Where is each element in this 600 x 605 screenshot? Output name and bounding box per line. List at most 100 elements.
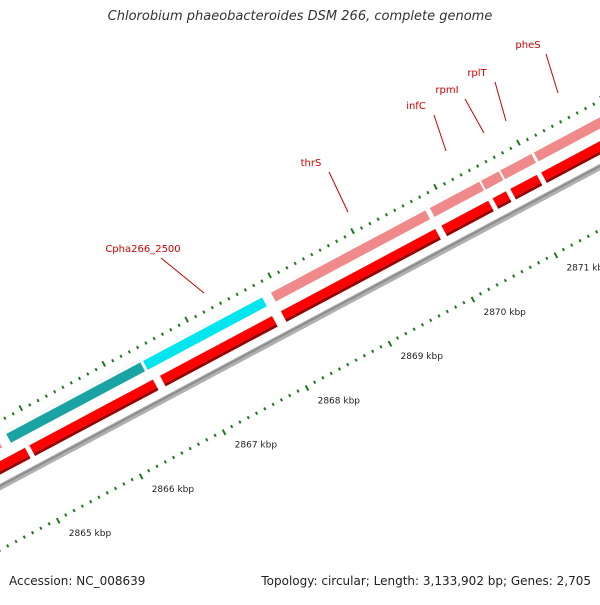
upper-minor-tick (170, 328, 171, 331)
kbp-major-tick (389, 341, 392, 346)
kbp-minor-tick (148, 469, 149, 472)
kbp-minor-tick (380, 346, 381, 349)
upper-minor-tick (469, 169, 470, 172)
kbp-minor-tick (289, 394, 290, 397)
kbp-minor-tick (231, 425, 232, 428)
kbp-minor-tick (123, 483, 124, 486)
kbp-minor-tick (339, 368, 340, 371)
genome-title: Chlorobium phaeobacteroides DSM 266, com… (0, 9, 600, 24)
kbp-minor-tick (272, 403, 273, 406)
kbp-minor-tick (364, 354, 365, 357)
kbp-minor-tick (107, 492, 108, 495)
upper-minor-tick (228, 297, 229, 300)
upper-major-tick (351, 228, 354, 233)
kbp-minor-tick (239, 421, 240, 424)
kbp-minor-tick (40, 527, 41, 530)
kbp-minor-tick (297, 390, 298, 393)
upper-minor-tick (319, 249, 320, 252)
kbp-minor-tick (165, 461, 166, 464)
kbp-minor-tick (463, 301, 464, 304)
upper-minor-tick (361, 227, 362, 230)
kbp-minor-tick (480, 292, 481, 295)
upper-minor-tick (419, 196, 420, 199)
upper-minor-tick (552, 125, 553, 128)
gene-label-thrS: thrS (301, 158, 322, 169)
gene-label-rpmI: rpmI (435, 85, 458, 96)
kbp-minor-tick (438, 315, 439, 318)
upper-major-tick (185, 317, 188, 322)
upper-major-tick (434, 184, 437, 189)
kbp-tick-label: 2866 kbp (152, 485, 195, 495)
kbp-minor-tick (521, 270, 522, 273)
gene-label-Cpha266_2500: Cpha266_2500 (105, 244, 180, 255)
upper-minor-tick (195, 315, 196, 318)
kbp-minor-tick (98, 496, 99, 499)
gene-label-leader (465, 99, 484, 133)
kbp-minor-tick (596, 231, 597, 234)
upper-minor-tick (145, 342, 146, 345)
upper-minor-tick (452, 178, 453, 181)
gene-c-reverse-shadow (164, 324, 277, 386)
kbp-minor-tick (214, 434, 215, 437)
gene-b-reverse-shadow (34, 387, 159, 456)
upper-minor-tick (568, 116, 569, 119)
upper-minor-tick (502, 151, 503, 154)
upper-minor-tick (261, 280, 262, 283)
upper-minor-tick (402, 205, 403, 208)
kbp-minor-tick (413, 328, 414, 331)
upper-minor-tick (95, 368, 96, 371)
gene-label-leader (546, 54, 558, 93)
kbp-minor-tick (198, 443, 199, 446)
gene-label-rplT: rplT (467, 68, 487, 79)
upper-minor-tick (494, 156, 495, 159)
upper-minor-tick (411, 200, 412, 203)
kbp-minor-tick (330, 372, 331, 375)
gene-label-pheS: pheS (515, 40, 540, 51)
upper-minor-tick (477, 165, 478, 168)
kbp-minor-tick (538, 261, 539, 264)
upper-minor-tick (87, 373, 88, 376)
upper-minor-tick (245, 289, 246, 292)
kbp-minor-tick (588, 235, 589, 238)
upper-major-tick (19, 405, 22, 410)
upper-minor-tick (4, 417, 5, 420)
kbp-minor-tick (397, 337, 398, 340)
upper-minor-tick (303, 258, 304, 261)
kbp-minor-tick (48, 522, 49, 525)
upper-minor-tick (336, 240, 337, 243)
upper-minor-tick (427, 191, 428, 194)
kbp-minor-tick (447, 310, 448, 313)
gene-label-infC: infC (406, 101, 426, 112)
kbp-minor-tick (496, 284, 497, 287)
upper-major-tick (102, 361, 105, 366)
kbp-major-tick (306, 385, 309, 390)
kbp-minor-tick (173, 456, 174, 459)
kbp-minor-tick (422, 323, 423, 326)
kbp-tick-label: 2871 kbp (566, 264, 600, 274)
gene-label-leader (434, 115, 446, 151)
upper-major-tick (268, 273, 271, 278)
upper-minor-tick (253, 284, 254, 287)
upper-minor-tick (560, 121, 561, 124)
upper-minor-tick (510, 147, 511, 150)
upper-minor-tick (112, 359, 113, 362)
upper-major-tick (517, 140, 520, 145)
kbp-major-tick (554, 253, 557, 258)
kbp-minor-tick (571, 244, 572, 247)
genome-summary-text: Topology: circular; Length: 3,133,902 bp… (261, 574, 591, 588)
gene-label-leader (495, 82, 506, 121)
kbp-minor-tick (430, 319, 431, 322)
kbp-minor-tick (115, 487, 116, 490)
upper-minor-tick (278, 271, 279, 274)
kbp-minor-tick (546, 257, 547, 260)
upper-minor-tick (286, 266, 287, 269)
gene-Cpha266_2500-highlight (142, 295, 263, 361)
kbp-minor-tick (264, 407, 265, 410)
kbp-tick-label: 2870 kbp (483, 308, 526, 318)
kbp-minor-tick (488, 288, 489, 291)
kbp-minor-tick (32, 531, 33, 534)
kbp-minor-tick (256, 412, 257, 415)
upper-minor-tick (129, 351, 130, 354)
upper-minor-tick (535, 134, 536, 137)
